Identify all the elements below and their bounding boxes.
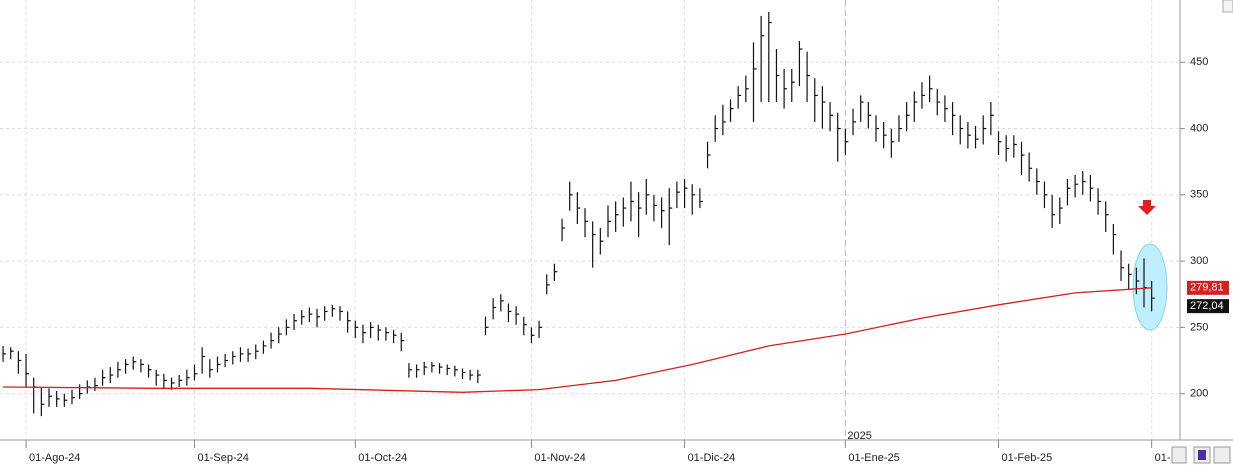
moving-average: [3, 287, 1152, 393]
ma-label-box: [1187, 280, 1229, 295]
x-tick-label: 01-Nov-24: [534, 452, 585, 464]
x-tick-label: 01-Ene-25: [848, 452, 899, 464]
toolbar: [1171, 0, 1233, 464]
y-tick-label: 350: [1190, 189, 1208, 201]
y-tick-label: 300: [1190, 255, 1208, 267]
price-label: 272,04: [1190, 300, 1224, 312]
year-label: 2025: [847, 430, 871, 442]
down-arrow: [1138, 200, 1156, 215]
x-tick-label: 01-Ago-24: [29, 452, 80, 464]
y-tick-label: 250: [1190, 321, 1208, 333]
scroll-button[interactable]: [1222, 0, 1233, 13]
ma-label: 279,81: [1190, 282, 1224, 294]
x-tick-label: 01-: [1155, 452, 1171, 464]
x-tick-label: 01-Oct-24: [358, 452, 407, 464]
price-label-box: [1187, 299, 1229, 314]
x-tick-label: 01-Dic-24: [688, 452, 736, 464]
y-tick-label: 200: [1190, 388, 1208, 400]
y-tick-label: 400: [1190, 122, 1208, 134]
highlight-ellipse: [1132, 243, 1168, 331]
x-tick-label: 01-Feb-25: [1002, 452, 1053, 464]
save-icon: [1198, 450, 1206, 460]
x-tick-label: 01-Sep-24: [197, 452, 248, 464]
y-tick-label: 450: [1190, 56, 1208, 68]
menu-button[interactable]: [1213, 446, 1231, 464]
toolbar-button[interactable]: [1171, 446, 1187, 464]
